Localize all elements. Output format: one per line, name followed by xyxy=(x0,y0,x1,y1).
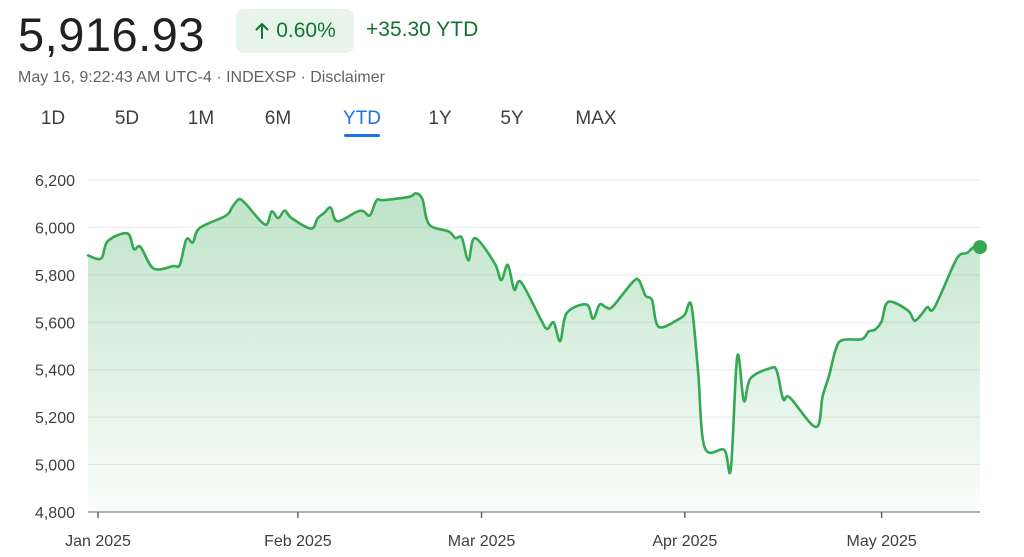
y-tick-label: 5,600 xyxy=(35,315,75,332)
tab-1d[interactable]: 1D xyxy=(40,108,66,129)
active-tab-indicator xyxy=(344,134,380,137)
tab-max[interactable]: MAX xyxy=(575,108,617,129)
change-percent-badge: 0.60% xyxy=(236,9,354,53)
price-chart[interactable]: 6,200 6,000 5,800 5,600 5,400 5,200 5,000 4,800… xyxy=(0,150,1024,557)
tab-5d[interactable]: 5D xyxy=(114,108,140,129)
current-point-marker xyxy=(973,240,987,255)
x-tick-label: May 2025 xyxy=(846,533,916,550)
change-percent: 0.60% xyxy=(276,19,336,42)
y-tick-label: 5,800 xyxy=(35,268,75,285)
y-tick-label: 5,200 xyxy=(35,410,75,427)
y-tick-label: 6,200 xyxy=(35,173,75,190)
tab-5y[interactable]: 5Y xyxy=(500,108,524,129)
timestamp-exchange-disclaimer: May 16, 9:22:43 AM UTC-4 · INDEXSP · Dis… xyxy=(18,69,385,86)
current-price: 5,916.93 xyxy=(18,8,205,61)
x-tick-label: Mar 2025 xyxy=(448,533,516,550)
price-line xyxy=(86,191,982,475)
y-tick-label: 5,000 xyxy=(35,458,75,475)
x-tick-label: Jan 2025 xyxy=(65,533,131,550)
y-tick-label: 6,000 xyxy=(35,220,75,237)
tab-1y[interactable]: 1Y xyxy=(428,108,452,129)
y-tick-label: 4,800 xyxy=(35,505,75,522)
y-tick-label: 5,400 xyxy=(35,363,75,380)
x-tick-label: Feb 2025 xyxy=(264,533,332,550)
ytd-change: +35.30 YTD xyxy=(366,18,479,41)
tab-6m[interactable]: 6M xyxy=(264,108,292,129)
tab-1m[interactable]: 1M xyxy=(187,108,215,129)
arrow-up-icon xyxy=(255,23,269,39)
price-area-fill xyxy=(88,193,980,512)
x-tick-label: Apr 2025 xyxy=(652,533,717,550)
tab-ytd[interactable]: YTD xyxy=(343,108,381,129)
